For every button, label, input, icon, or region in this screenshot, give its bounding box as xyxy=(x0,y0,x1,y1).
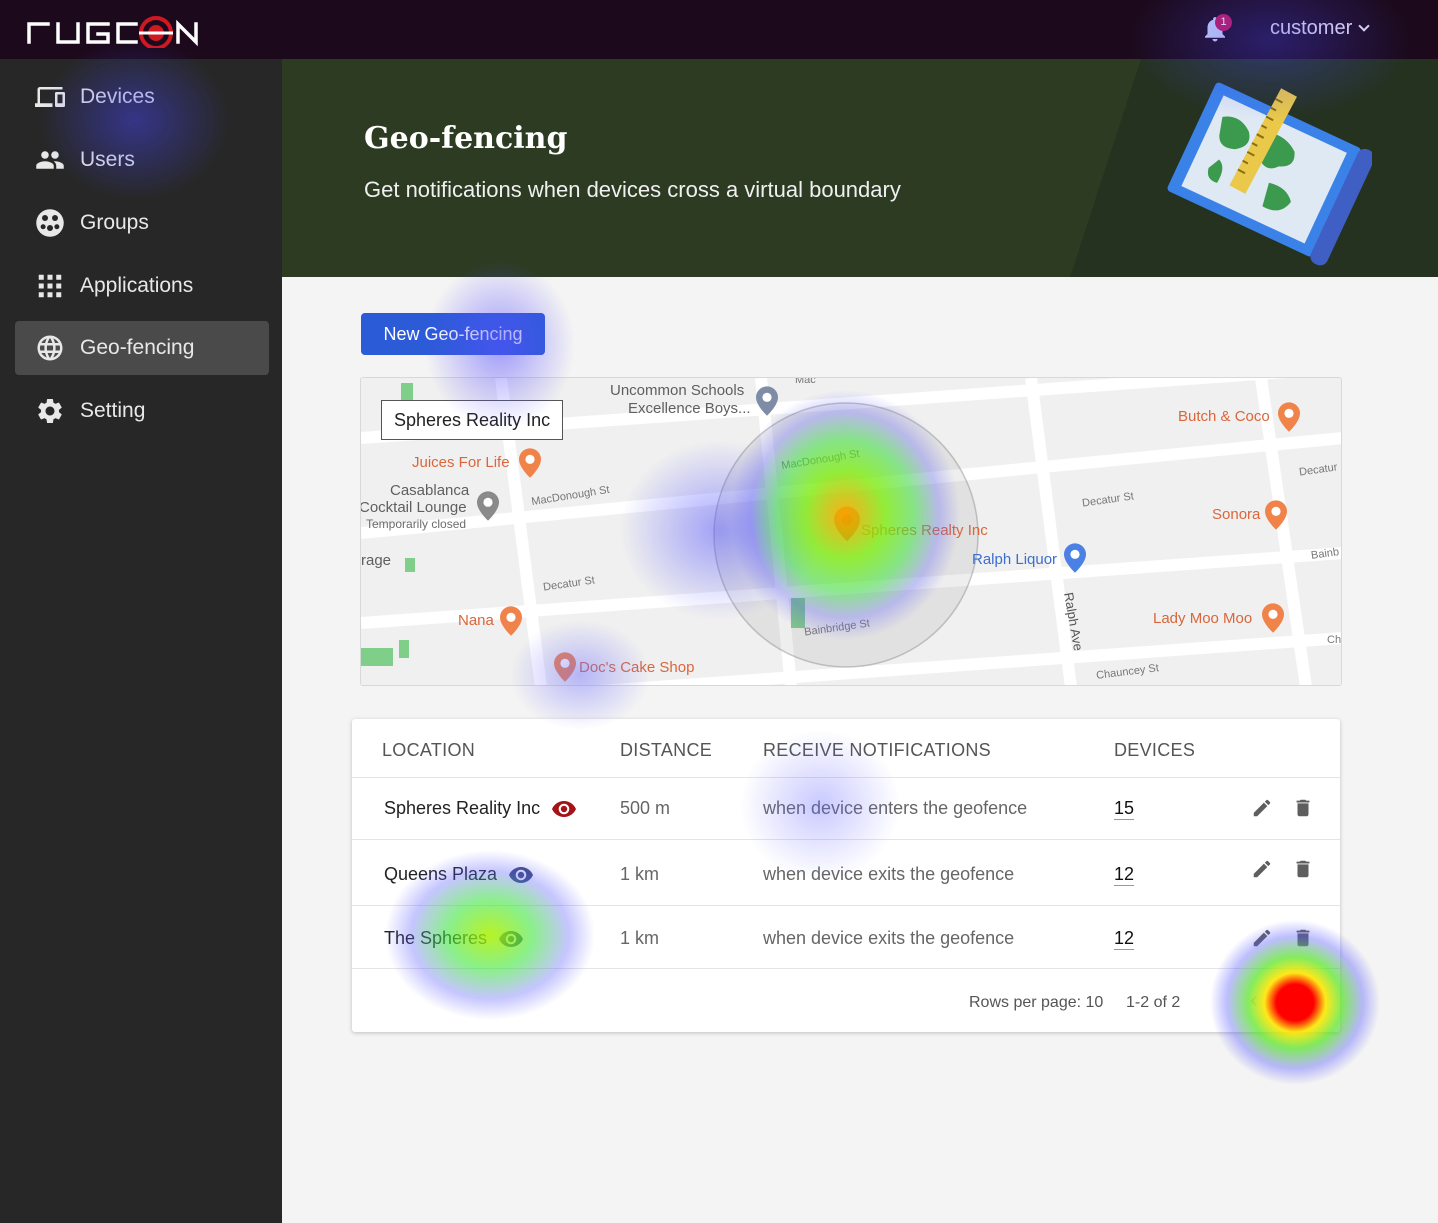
geofence-table: LOCATION DISTANCE RECEIVE NOTIFICATIONS … xyxy=(352,719,1340,1032)
map-illustration-icon xyxy=(1152,79,1375,269)
sidebar-item-label: Users xyxy=(80,148,135,171)
page-header-banner: Geo-fencing Get notifications when devic… xyxy=(282,59,1438,277)
devices-icon xyxy=(33,80,67,114)
map-poi-label: Ralph Liquor xyxy=(972,551,1058,568)
column-header-devices[interactable]: DEVICES xyxy=(1114,740,1196,760)
edit-pencil-icon[interactable] xyxy=(1251,858,1273,880)
location-name: Spheres Reality Inc xyxy=(384,798,541,818)
table-pagination: Rows per page: 10 1-2 of 2 xyxy=(352,968,1340,1032)
map-poi-label: Spheres Realty Inc xyxy=(861,522,988,539)
groups-icon xyxy=(33,206,67,240)
map-poi-label: Temporarily closed xyxy=(366,517,467,531)
map-poi-label: rage xyxy=(361,552,392,569)
ruggon-logo[interactable] xyxy=(26,10,236,50)
devices-count-link[interactable]: 15 xyxy=(1114,798,1135,818)
sidebar-item-label: Groups xyxy=(80,211,149,234)
user-menu[interactable]: customer xyxy=(1270,17,1370,40)
sidebar-item-geo-fencing[interactable]: Geo-fencing xyxy=(15,321,269,375)
bar-pin-icon xyxy=(477,491,499,521)
sidebar-item-label: Applications xyxy=(80,274,194,297)
table-row[interactable]: Spheres Reality Inc 500 m when device en… xyxy=(352,777,1340,839)
notification-cell: when device enters the geofence xyxy=(763,798,1028,818)
notification-cell: when device exits the geofence xyxy=(763,864,1015,884)
column-header-notifications[interactable]: RECEIVE NOTIFICATIONS xyxy=(763,740,991,760)
distance-cell: 1 km xyxy=(620,928,660,948)
visibility-eye-icon[interactable] xyxy=(552,800,577,817)
top-bar: 1 customer xyxy=(0,0,1438,59)
chevron-down-icon xyxy=(1358,19,1370,32)
location-name: The Spheres xyxy=(384,928,488,948)
sidebar-item-label: Setting xyxy=(80,399,146,422)
map-poi-label: Uncommon Schools xyxy=(610,382,745,399)
column-header-location[interactable]: LOCATION xyxy=(382,740,476,760)
edit-pencil-icon[interactable] xyxy=(1251,927,1273,949)
map-poi-label: Lady Moo Moo xyxy=(1153,610,1253,627)
location-cell: Spheres Reality Inc xyxy=(384,798,577,819)
globe-icon xyxy=(33,331,67,365)
restaurant-pin-icon xyxy=(1265,500,1287,530)
user-name: customer xyxy=(1270,17,1353,39)
visibility-eye-icon[interactable] xyxy=(509,866,534,883)
delete-trash-icon[interactable] xyxy=(1292,927,1314,949)
page-title: Geo-fencing xyxy=(364,121,568,156)
table-row[interactable]: The Spheres 1 km when device exits the g… xyxy=(352,905,1340,968)
users-icon xyxy=(33,143,67,177)
devices-count-link[interactable]: 12 xyxy=(1114,864,1135,884)
page-subtitle: Get notifications when devices cross a v… xyxy=(364,177,901,202)
sidebar-item-setting[interactable]: Setting xyxy=(15,384,269,438)
geofence-map[interactable]: Spheres Reality Inc Uncommon Schools Exc… xyxy=(360,377,1342,686)
map-street-label: Ch xyxy=(1327,634,1342,646)
column-header-distance[interactable]: DISTANCE xyxy=(620,740,713,760)
new-geo-fencing-button[interactable]: New Geo-fencing xyxy=(361,313,545,355)
map-poi-label: Cocktail Lounge xyxy=(360,499,467,516)
school-pin-icon xyxy=(756,386,778,416)
map-street-label: Mac xyxy=(795,377,816,386)
visibility-eye-icon[interactable] xyxy=(499,930,524,947)
delete-trash-icon[interactable] xyxy=(1292,797,1314,819)
location-name: Queens Plaza xyxy=(384,864,498,884)
restaurant-pin-icon xyxy=(1262,603,1284,633)
sidebar: Devices Users Groups Applications Geo-fe… xyxy=(0,59,282,1223)
sidebar-item-users[interactable]: Users xyxy=(15,133,269,187)
table-row[interactable]: Queens Plaza 1 km when device exits the … xyxy=(352,839,1340,905)
map-poi-label: Casablanca xyxy=(390,482,470,499)
restaurant-pin-icon xyxy=(554,652,576,682)
distance-cell: 500 m xyxy=(620,798,671,818)
sidebar-item-groups[interactable]: Groups xyxy=(15,196,269,250)
map-poi-label: Excellence Boys... xyxy=(628,400,751,417)
pagination-range: 1-2 of 2 xyxy=(1126,994,1181,1011)
sidebar-item-applications[interactable]: Applications xyxy=(15,259,269,313)
next-page-chevron-icon[interactable] xyxy=(1284,991,1304,1011)
notification-count-badge: 1 xyxy=(1215,14,1232,31)
devices-count-link[interactable]: 12 xyxy=(1114,928,1135,948)
sidebar-item-devices[interactable]: Devices xyxy=(15,70,269,124)
map-poi-label: Doc's Cake Shop xyxy=(579,659,695,676)
sidebar-item-label: Devices xyxy=(80,85,155,108)
delete-trash-icon[interactable] xyxy=(1292,858,1314,880)
map-poi-label: Butch & Coco xyxy=(1178,408,1270,425)
selected-location-label: Spheres Reality Inc xyxy=(381,400,564,440)
location-cell: Queens Plaza xyxy=(384,864,534,885)
map-poi-label: Nana xyxy=(458,612,494,629)
sidebar-item-label: Geo-fencing xyxy=(80,336,195,359)
selected-location-pin-icon[interactable] xyxy=(834,506,860,542)
map-poi-label: Juices For Life xyxy=(412,454,510,471)
distance-cell: 1 km xyxy=(620,864,660,884)
location-cell: The Spheres xyxy=(384,928,524,949)
notification-cell: when device exits the geofence xyxy=(763,928,1015,948)
edit-pencil-icon[interactable] xyxy=(1251,797,1273,819)
previous-page-chevron-icon[interactable] xyxy=(1244,991,1264,1011)
rows-per-page-select[interactable]: Rows per page: 10 xyxy=(969,994,1104,1011)
restaurant-pin-icon xyxy=(500,606,522,636)
restaurant-pin-icon xyxy=(519,448,541,478)
apps-grid-icon xyxy=(33,269,67,303)
shop-pin-icon xyxy=(1064,543,1086,573)
gear-icon xyxy=(33,394,67,428)
restaurant-pin-icon xyxy=(1278,402,1300,432)
map-poi-label: Sonora xyxy=(1212,506,1261,523)
